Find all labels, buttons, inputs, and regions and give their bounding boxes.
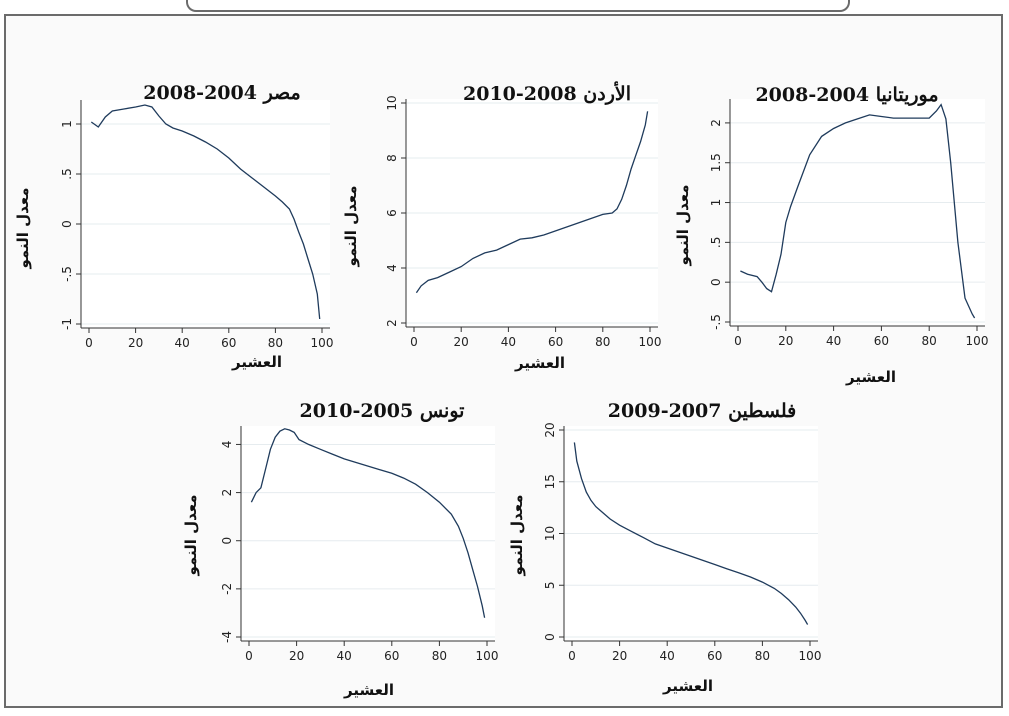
y-tick-label: 5 — [543, 581, 557, 589]
x-tick-label: 0 — [85, 336, 93, 350]
x-tick-label: 40 — [337, 649, 352, 663]
y-tick-label: 1.5 — [709, 153, 723, 172]
y-tick-label: 15 — [543, 474, 557, 489]
y-tick-label: 0 — [543, 633, 557, 641]
x-axis-label: العشير — [662, 677, 713, 695]
y-tick-label: 20 — [543, 422, 557, 437]
x-tick-label: 80 — [922, 334, 937, 348]
x-tick-label: 60 — [707, 649, 722, 663]
x-tick-label: 20 — [454, 335, 469, 349]
y-tick-label: -4 — [220, 631, 234, 643]
x-tick-label: 60 — [874, 334, 889, 348]
x-tick-label: 40 — [175, 336, 190, 350]
x-tick-label: 80 — [595, 335, 610, 349]
x-axis-label: العشير — [514, 354, 565, 372]
x-tick-label: 60 — [548, 335, 563, 349]
y-tick-label: 4 — [220, 441, 234, 449]
y-tick-label: .5 — [709, 237, 723, 248]
x-tick-label: 60 — [221, 336, 236, 350]
x-tick-label: 0 — [734, 334, 742, 348]
x-tick-label: 100 — [311, 336, 334, 350]
x-tick-label: 0 — [568, 649, 576, 663]
plot-area — [241, 426, 495, 641]
y-tick-label: 0 — [220, 537, 234, 545]
y-tick-label: -2 — [220, 583, 234, 595]
y-axis-label: معدل النمو — [342, 185, 360, 267]
x-axis-label: العشير — [231, 353, 282, 371]
y-tick-label: 2 — [220, 489, 234, 497]
x-tick-label: 100 — [799, 649, 822, 663]
x-tick-label: 40 — [660, 649, 675, 663]
plot-area — [730, 99, 985, 326]
chart-title: تونس 2005-2010 — [300, 400, 465, 422]
x-tick-label: 100 — [639, 335, 662, 349]
series-line — [573, 442, 809, 625]
y-tick-label: -.5 — [709, 314, 723, 330]
y-tick-label: 0 — [60, 220, 74, 228]
x-tick-label: 40 — [501, 335, 516, 349]
y-tick-label: 8 — [385, 154, 399, 162]
y-axis-label: معدل النمو — [14, 187, 32, 269]
y-tick-label: 2 — [385, 319, 399, 327]
x-tick-label: 20 — [612, 649, 627, 663]
x-tick-label: 0 — [410, 335, 418, 349]
y-tick-label: .5 — [60, 168, 74, 179]
series-line — [90, 104, 321, 320]
x-tick-label: 40 — [826, 334, 841, 348]
y-tick-label: 2 — [709, 119, 723, 127]
x-tick-label: 80 — [432, 649, 447, 663]
plot-area — [81, 100, 330, 328]
x-axis-label: العشير — [845, 368, 896, 386]
y-tick-label: 10 — [543, 526, 557, 541]
y-tick-label: 1 — [709, 199, 723, 207]
chart-panel-1: -1 -.5 0 .5 1 0 20 40 60 80 100 مصر 2004-2008 معدل ا… — [14, 82, 333, 371]
y-tick-label: 0 — [709, 278, 723, 286]
y-axis-label: معدل النمو — [182, 494, 200, 576]
series-line — [415, 111, 649, 294]
y-tick-label: -.5 — [60, 266, 74, 282]
chart-panel-5: 0 5 10 15 20 0 20 40 60 80 100 فلسطين 2007-2009 معدل… — [508, 400, 821, 695]
x-tick-label: 100 — [966, 334, 989, 348]
y-axis-label: معدل النمو — [674, 184, 692, 266]
top-tab-decoration — [186, 0, 850, 12]
y-tick-label: 4 — [385, 264, 399, 272]
x-axis-label: العشير — [343, 681, 394, 699]
y-axis-label: معدل النمو — [508, 494, 526, 576]
series-line — [250, 428, 486, 618]
x-tick-label: 20 — [778, 334, 793, 348]
x-tick-label: 20 — [289, 649, 304, 663]
y-tick-label: 1 — [60, 120, 74, 128]
x-tick-label: 60 — [384, 649, 399, 663]
chart-title: فلسطين 2007-2009 — [608, 400, 796, 422]
y-tick-label: 6 — [385, 209, 399, 217]
x-tick-label: 80 — [268, 336, 283, 350]
series-line — [740, 103, 976, 319]
x-tick-label: 80 — [755, 649, 770, 663]
x-tick-label: 100 — [476, 649, 499, 663]
y-tick-label: 10 — [385, 95, 399, 110]
y-tick-label: -1 — [60, 318, 74, 330]
chart-title: الأردن 2008-2010 — [463, 81, 631, 105]
chart-title: موريتانيا 2004-2008 — [755, 84, 938, 106]
x-tick-label: 20 — [128, 336, 143, 350]
chart-title: مصر 2004-2008 — [143, 82, 300, 104]
x-tick-label: 0 — [245, 649, 253, 663]
